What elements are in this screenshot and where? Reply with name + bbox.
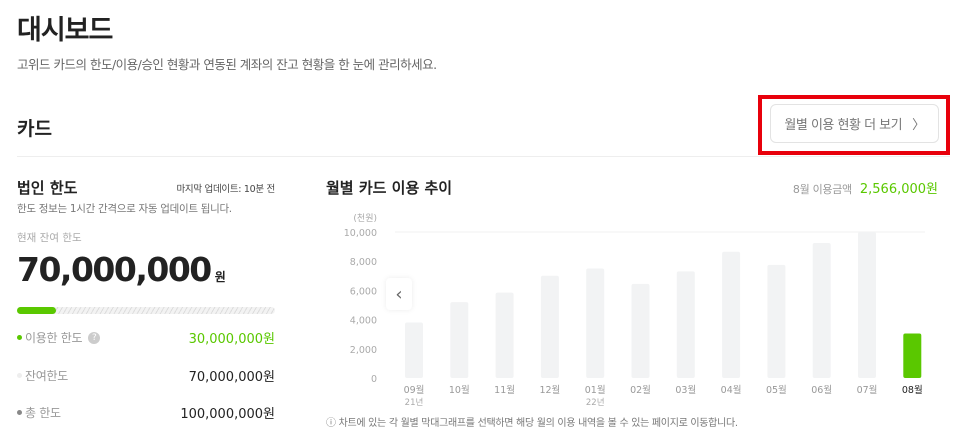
chart-note: ⓘ 차트에 있는 각 월별 막대그래프를 선택하면 해당 월의 이용 내역을 볼… [326,418,738,429]
year-label: 21년 [405,397,424,408]
used-limit-row: 이용한 한도 ? [17,329,101,346]
total-limit-row: 총 한도 [17,404,61,421]
y-tick-label: 4,000 [350,316,377,327]
y-tick-label: 8,000 [350,257,377,268]
highlight-box [758,95,950,155]
august-usage-value: 2,566,000원 [859,182,938,197]
total-dot-icon [17,410,22,415]
used-limit-label: 이용한 한도 [25,331,83,345]
limit-progress-fill [17,307,56,314]
chevron-left-icon: ‹ [395,283,403,305]
x-tick-label: 09월 [404,384,425,396]
page-subtitle: 고위드 카드의 한도/이용/승인 현황과 연동된 계좌의 잔고 현황을 한 눈에… [17,57,437,72]
bar-11월[interactable] [495,292,514,378]
total-limit-label: 총 한도 [25,406,61,420]
x-tick-label: 04월 [721,384,742,396]
limit-title: 법인 한도 [17,179,78,197]
help-icon[interactable]: ? [88,331,101,344]
monthly-usage-more-button[interactable]: 월별 이용 현황 더 보기 〉 [770,104,939,143]
year-label: 22년 [586,397,605,408]
current-limit: 70,000,000 원 [17,250,226,289]
bar-08월[interactable] [903,333,922,378]
x-tick-label: 08월 [902,384,923,396]
current-limit-unit: 원 [214,270,226,284]
bar-10월[interactable] [450,302,469,378]
remaining-dot-icon [17,373,22,378]
x-tick-label: 07월 [857,384,878,396]
y-tick-label: 2,000 [350,345,377,356]
limit-description: 한도 정보는 1시간 간격으로 자동 업데이트 됩니다. [17,203,232,215]
x-tick-label: 02월 [630,384,651,396]
august-usage-label: 8월 이용금액 [792,183,852,196]
bar-04월[interactable] [722,251,741,378]
remaining-limit-row: 잔여한도 [17,367,68,384]
x-tick-label: 01월 [585,384,606,396]
x-tick-label: 03월 [675,384,696,396]
x-tick-label: 11월 [494,384,515,396]
x-tick-label: 06월 [811,384,832,396]
current-limit-value: 70,000,000 [17,250,212,289]
more-button-label: 월별 이용 현황 더 보기 [784,118,903,133]
x-tick-label: 12월 [539,384,560,396]
bar-09월[interactable] [405,322,423,378]
remaining-limit-value: 70,000,000원 [188,370,275,385]
divider [17,156,950,157]
bar-03월[interactable] [676,271,695,378]
total-limit-value: 100,000,000원 [180,407,275,422]
y-tick-label: 0 [371,374,377,385]
used-limit-value: 30,000,000원 [188,332,275,347]
bar-06월[interactable] [812,242,831,378]
y-axis-label: (천원) [353,213,377,224]
y-tick-label: 6,000 [350,286,377,297]
chart-title: 월별 카드 이용 추이 [326,179,453,197]
bar-01월[interactable] [586,268,605,379]
bar-12월[interactable] [540,275,559,378]
bar-07월[interactable] [858,232,876,378]
section-title: 카드 [17,118,52,140]
limit-progress-bar [17,307,275,314]
current-limit-label: 현재 잔여 한도 [17,232,82,244]
y-tick-label: 10,000 [344,228,377,239]
page-title: 대시보드 [17,15,113,46]
chart-prev-button[interactable]: ‹ [386,278,412,310]
last-update: 마지막 업데이트: 10분 전 [176,184,275,195]
bar-02월[interactable] [631,283,650,378]
x-tick-label: 05월 [766,384,787,396]
august-usage: 8월 이용금액 2,566,000원 [793,178,938,197]
used-dot-icon [17,335,22,340]
bar-05월[interactable] [767,264,786,378]
x-tick-label: 10월 [449,384,470,396]
remaining-limit-label: 잔여한도 [25,369,68,383]
chevron-right-icon: 〉 [912,118,925,133]
